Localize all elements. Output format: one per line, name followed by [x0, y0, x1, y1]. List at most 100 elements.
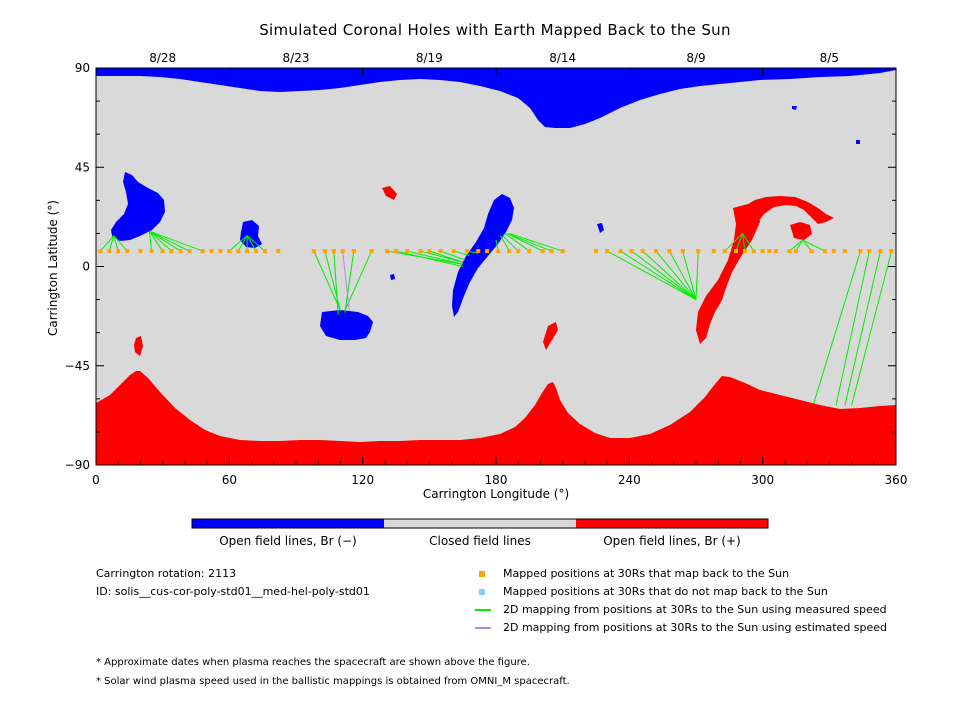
measured-mapping-line: [668, 250, 697, 300]
measured-mapping-line: [237, 235, 248, 252]
measured-mapping-line: [813, 250, 861, 404]
mapped-position-point: [218, 249, 223, 254]
mapped-position-point: [465, 249, 470, 254]
mapped-position-point: [711, 249, 716, 254]
mapped-position-point: [209, 249, 214, 254]
mapped-position-point: [722, 249, 727, 254]
mapped-position-point: [125, 249, 130, 254]
green-line-icon: [475, 608, 491, 611]
mapped-position-point: [149, 249, 154, 254]
x-tick-label: 240: [618, 473, 641, 487]
colorbar-closed: [384, 519, 576, 528]
y-tick-label: −90: [65, 458, 90, 472]
mapped-position-point: [794, 249, 798, 254]
measured-mapping-line: [844, 250, 881, 406]
measured-mapping-line: [735, 233, 744, 252]
mapped-position-point: [760, 249, 765, 254]
mapped-position-point: [254, 249, 258, 254]
legend-not-mapped: Mapped positions at 30Rs that do not map…: [478, 585, 828, 598]
x-tick-label: 360: [885, 473, 908, 487]
north-polar-hole: [96, 68, 896, 128]
coronal-hole-pos-4: [696, 204, 760, 344]
mapped-position-point: [394, 249, 398, 254]
legend-estimated-label: 2D mapping from positions at 30Rs to the…: [503, 621, 888, 634]
mapped-position-point: [767, 249, 772, 254]
mapped-position-point: [654, 249, 658, 254]
coronal-hole-pos-5: [748, 196, 834, 224]
measured-mapping-line: [631, 250, 697, 300]
legend-measured-label: 2D mapping from positions at 30Rs to the…: [503, 603, 887, 616]
mapped-position-point: [878, 249, 883, 254]
mapped-points: [98, 249, 894, 254]
measured-mapping-line: [742, 233, 755, 252]
measured-mapping-line: [344, 250, 355, 313]
mapped-position-point: [734, 249, 738, 254]
measured-mapping-line: [835, 250, 870, 406]
measured-mapping-line: [100, 235, 115, 252]
orange-square-icon: [479, 570, 485, 577]
x-axis: 0 60 120 180 240 300 360: [92, 68, 907, 487]
colorbar-frame: [191, 518, 769, 529]
mapped-position-point: [516, 249, 521, 254]
measured-mapping-line: [148, 230, 164, 252]
legend-mapped: Mapped positions at 30Rs that map back t…: [478, 567, 789, 580]
mapped-position-point: [451, 249, 456, 254]
mapped-position-point: [787, 249, 792, 254]
mapped-position-point: [496, 249, 501, 254]
measured-mapping-line: [506, 232, 552, 252]
measured-mapping-line: [500, 235, 510, 252]
y-axis-label: Carrington Latitude (°): [46, 200, 60, 336]
measured-mapping-line: [149, 230, 190, 252]
mapped-position-point: [742, 249, 747, 254]
measured-mapping-line: [246, 235, 266, 252]
mapped-position-point: [200, 249, 205, 254]
footnote-dates: * Approximate dates when plasma reaches …: [96, 657, 530, 668]
mapped-position-point: [369, 249, 374, 254]
measured-mapping-line: [724, 233, 744, 252]
measured-mapping-line: [509, 232, 563, 252]
measured-mapping-line: [333, 251, 339, 316]
top-date-axis: 8/28 8/23 8/19 8/14 8/9 8/5: [149, 51, 839, 65]
mapped-position-point: [822, 249, 827, 254]
mapped-position-point: [809, 249, 814, 254]
coronal-hole-pos-3: [543, 322, 558, 350]
colorbar-label-neg: Open field lines, Br (−): [219, 534, 357, 548]
measured-mapping-line: [606, 250, 697, 301]
x-tick-label: 300: [751, 473, 774, 487]
carrington-rotation: Carrington rotation: 2113: [96, 567, 237, 580]
mapped-position-point: [629, 249, 634, 254]
mapped-position-point: [276, 249, 281, 254]
mapped-position-point: [867, 249, 872, 254]
legend-mapped-label: Mapped positions at 30Rs that map back t…: [503, 567, 790, 580]
mapped-position-point: [605, 249, 610, 254]
coronal-hole-neg-small-1: [597, 223, 604, 233]
measured-mapping-line: [789, 239, 803, 252]
coronal-hole-neg-small-4: [856, 140, 860, 144]
mapped-position-point: [858, 249, 863, 254]
mapped-position-point: [98, 249, 103, 254]
mapped-position-point: [594, 249, 598, 254]
measured-mapping-line: [506, 232, 543, 252]
mapped-position-point: [138, 249, 143, 254]
y-tick-label: 0: [82, 260, 90, 274]
colorbar-neg: [192, 519, 384, 528]
measured-mapping-line: [742, 233, 746, 252]
legend-measured: 2D mapping from positions at 30Rs to the…: [475, 603, 887, 616]
purple-line-icon: [475, 626, 491, 629]
mapped-position-point: [549, 249, 554, 254]
date-tick-label: 8/14: [549, 51, 576, 65]
measured-mapping-line: [502, 235, 519, 252]
mapped-position-point: [640, 249, 645, 254]
estimated-mapping-line: [342, 251, 350, 311]
mapped-position-point: [331, 249, 336, 254]
x-tick-label: 0: [92, 473, 100, 487]
mapped-position-point: [560, 249, 565, 254]
measured-mapping-line: [324, 250, 341, 311]
mapped-position-point: [236, 249, 241, 254]
mapped-position-point: [476, 249, 481, 254]
measured-mapping-line: [313, 250, 341, 311]
x-axis-label: Carrington Longitude (°): [423, 487, 569, 501]
mapped-position-point: [116, 249, 121, 254]
measured-mapping-line: [149, 230, 203, 252]
coronal-hole-pos-6: [790, 222, 812, 240]
